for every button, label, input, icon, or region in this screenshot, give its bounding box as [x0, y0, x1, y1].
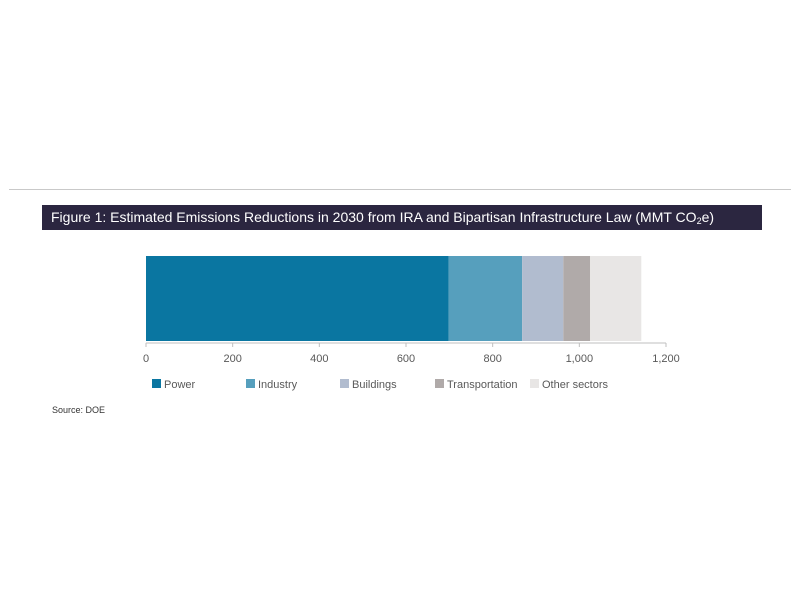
legend: Power Industry Buildings Transportation Othe… [152, 379, 609, 391]
legend-swatch [340, 379, 349, 388]
source-note: Source: DOE [52, 405, 106, 415]
legend-item-other-sectors: Other sectors [530, 379, 609, 391]
figure-title-subscript: 2 [696, 216, 702, 226]
x-tick-label: 1,000 [566, 353, 594, 365]
x-tick-label: 400 [310, 353, 328, 365]
x-tick-label: 1,200 [652, 353, 680, 365]
legend-swatch [246, 379, 255, 388]
legend-item-industry: Industry [246, 379, 298, 391]
figure-title-suffix: e) [701, 209, 715, 225]
x-tick-label: 600 [397, 353, 415, 365]
bar-other-sectors [590, 256, 642, 341]
bar-power [146, 256, 449, 341]
legend-swatch [530, 379, 539, 388]
bar-transportation [563, 256, 591, 341]
bar-group [146, 256, 642, 341]
top-divider [9, 189, 791, 190]
x-tick-label: 200 [223, 353, 241, 365]
legend-label: Transportation [447, 379, 518, 391]
figure-title: Figure 1: Estimated Emissions Reductions… [42, 205, 762, 230]
legend-item-buildings: Buildings [340, 379, 397, 391]
legend-item-power: Power [152, 379, 196, 391]
legend-item-transportation: Transportation [435, 379, 518, 391]
legend-swatch [435, 379, 444, 388]
legend-swatch [152, 379, 161, 388]
legend-label: Industry [258, 379, 298, 391]
legend-label: Buildings [352, 379, 397, 391]
x-tick-label: 800 [483, 353, 501, 365]
bar-buildings [522, 256, 564, 341]
emissions-chart: 0 200 400 600 800 1,000 1,200 Power Industry Bui… [143, 256, 680, 391]
x-tick-label: 0 [143, 353, 149, 365]
bar-industry [448, 256, 523, 341]
legend-label: Power [164, 379, 196, 391]
figure-title-text: Figure 1: Estimated Emissions Reductions… [51, 209, 697, 225]
x-axis-ticks: 0 200 400 600 800 1,000 1,200 [143, 343, 680, 365]
legend-label: Other sectors [542, 379, 609, 391]
